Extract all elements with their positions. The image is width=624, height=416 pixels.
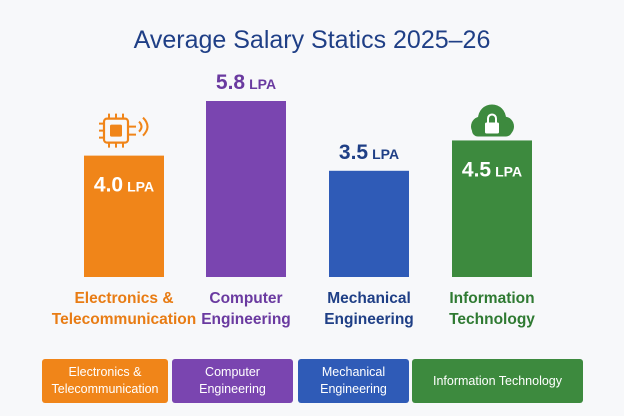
bar-computer-engineering (206, 101, 286, 277)
value-label-information-technology: 4.5 LPA (462, 158, 522, 181)
category-label-electronics-telecommunication-line1: Electronics & (74, 290, 173, 307)
category-label-computer-engineering-line2: Engineering (201, 311, 291, 328)
bars-layer: 4.0 LPA Electronics & Telecommunication 5.8 L… (52, 71, 535, 328)
category-label-information-technology-line2: Technology (449, 311, 535, 328)
bar-electronics-telecommunication (84, 155, 164, 277)
legend-text: Information Technology (432, 373, 563, 388)
category-label-mechanical-engineering-line2: Engineering (324, 311, 414, 328)
legend-text: Electronics & Telecommunication (51, 365, 159, 396)
legend-text: Computer Engineering (199, 365, 266, 396)
category-label-electronics-telecommunication-line2: Telecommunication (52, 311, 196, 328)
chart-title: Average Salary Statics 2025–26 (134, 26, 491, 54)
value-label-computer-engineering: 5.8 LPA (216, 71, 276, 94)
category-label-information-technology-line1: Information (449, 290, 534, 307)
circuit-chip-icon (99, 113, 149, 148)
category-label-computer-engineering-line1: Computer (209, 290, 282, 307)
value-label-mechanical-engineering: 3.5 LPA (339, 141, 399, 164)
value-label-electronics-telecommunication: 4.0 LPA (94, 174, 154, 197)
legend-item-electronics-telecommunication: Electronics & Telecommunication (42, 359, 168, 403)
legend-item-information-technology: Information Technology (412, 359, 583, 403)
legend-text: Mechanical Engineering (320, 365, 387, 396)
category-label-mechanical-engineering-line1: Mechanical (327, 290, 411, 307)
legend-item-computer-engineering: Computer Engineering (172, 359, 293, 403)
bar-information-technology (452, 140, 532, 277)
cloud-lock-icon (471, 104, 514, 137)
legend-item-mechanical-engineering: Mechanical Engineering (298, 359, 409, 403)
bar-mechanical-engineering (329, 170, 409, 277)
